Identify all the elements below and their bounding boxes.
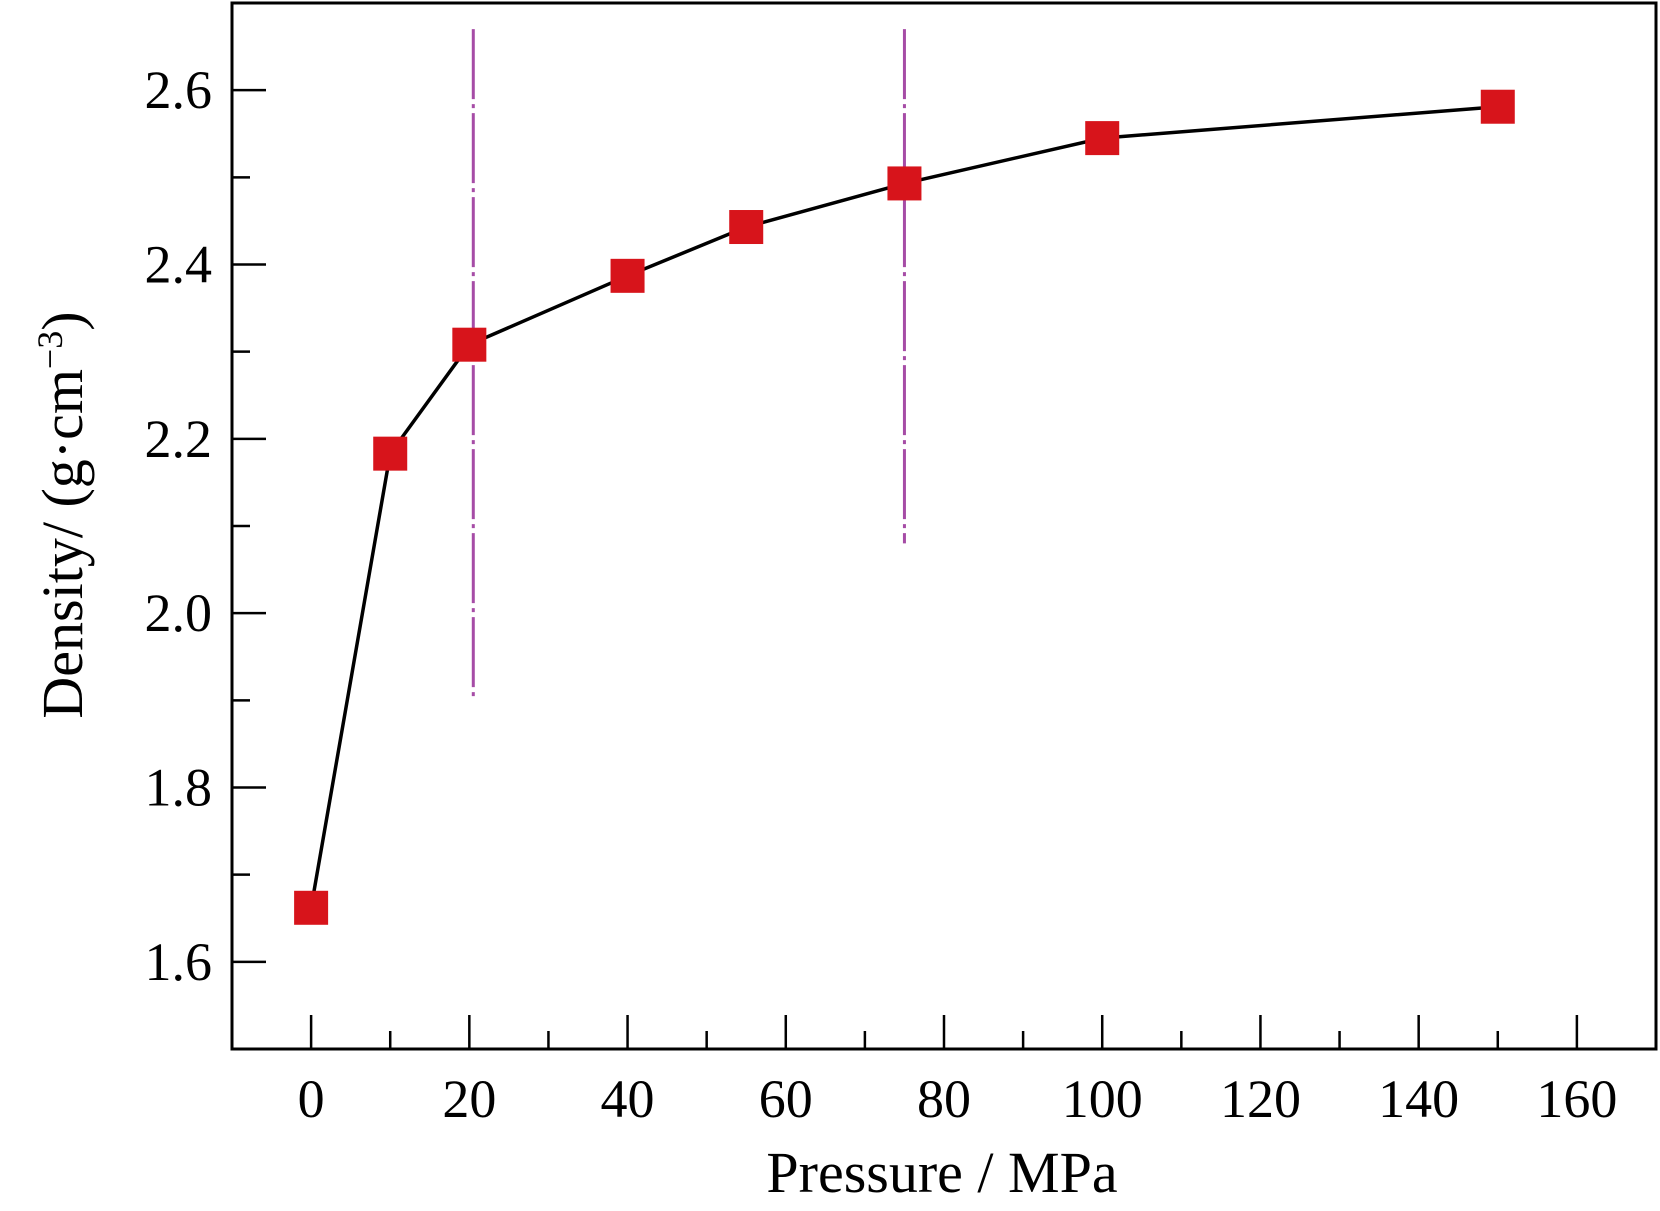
y-tick-label: 2.4 <box>145 235 213 295</box>
data-point <box>294 890 329 925</box>
y-tick-label: 1.8 <box>145 758 213 818</box>
x-tick-label: 160 <box>1536 1069 1617 1129</box>
x-tick-label: 140 <box>1378 1069 1459 1129</box>
plot-frame <box>230 1 1658 1051</box>
data-point <box>887 166 922 201</box>
data-point <box>1480 89 1515 124</box>
x-tick-label: 20 <box>442 1069 496 1129</box>
x-tick-label: 100 <box>1062 1069 1143 1129</box>
x-tick-label: 120 <box>1220 1069 1301 1129</box>
data-point <box>452 327 487 362</box>
y-tick-label: 2.6 <box>145 60 213 120</box>
series-line <box>309 104 1498 909</box>
y-axis-title: Density/ (g·cm−3) <box>30 311 95 718</box>
x-axis-title: Pressure / MPa <box>766 1140 1117 1205</box>
y-axis-title-main: Density/ (g·cm <box>30 369 95 719</box>
x-tick-label: 80 <box>917 1069 971 1129</box>
data-point <box>1085 121 1120 156</box>
data-point <box>729 210 764 245</box>
data-point <box>373 436 408 471</box>
x-tick-label: 60 <box>759 1069 813 1129</box>
x-tick-label: 0 <box>298 1069 325 1129</box>
x-tick-label: 40 <box>601 1069 655 1129</box>
y-tick-label: 2.0 <box>145 583 213 643</box>
y-tick-label: 2.2 <box>145 409 213 469</box>
y-axis-title-close: ) <box>30 311 95 330</box>
data-point <box>610 258 645 293</box>
y-axis-title-superscript: −3 <box>30 331 70 369</box>
y-tick-label: 1.6 <box>145 932 213 992</box>
